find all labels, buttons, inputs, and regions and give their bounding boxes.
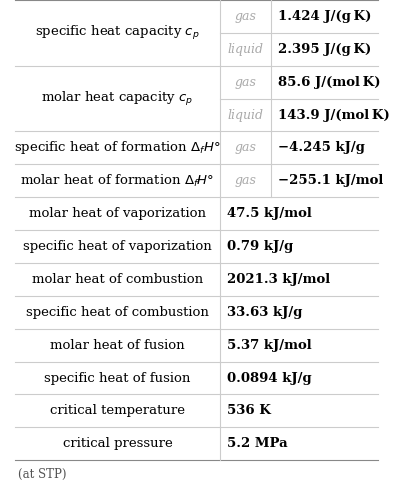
Text: molar heat of vaporization: molar heat of vaporization bbox=[29, 207, 206, 220]
Text: molar heat of formation $\Delta_f H°$: molar heat of formation $\Delta_f H°$ bbox=[21, 173, 215, 189]
Text: specific heat of vaporization: specific heat of vaporization bbox=[23, 240, 212, 253]
Text: molar heat capacity $c_p$: molar heat capacity $c_p$ bbox=[42, 90, 194, 108]
Text: gas: gas bbox=[235, 141, 257, 154]
Text: liquid: liquid bbox=[228, 43, 264, 56]
Text: critical temperature: critical temperature bbox=[50, 404, 185, 417]
Text: 5.37 kJ/mol: 5.37 kJ/mol bbox=[227, 338, 312, 352]
Text: critical pressure: critical pressure bbox=[63, 437, 173, 450]
Text: −4.245 kJ/g: −4.245 kJ/g bbox=[278, 141, 365, 154]
Text: specific heat of fusion: specific heat of fusion bbox=[44, 372, 191, 385]
Text: 85.6 J/(mol K): 85.6 J/(mol K) bbox=[278, 75, 381, 89]
Text: 5.2 MPa: 5.2 MPa bbox=[227, 437, 288, 450]
Text: gas: gas bbox=[235, 174, 257, 187]
Text: specific heat capacity $c_p$: specific heat capacity $c_p$ bbox=[35, 24, 200, 42]
Text: 47.5 kJ/mol: 47.5 kJ/mol bbox=[227, 207, 312, 220]
Text: −255.1 kJ/mol: −255.1 kJ/mol bbox=[278, 174, 384, 187]
Text: 33.63 kJ/g: 33.63 kJ/g bbox=[227, 306, 303, 319]
Text: 536 K: 536 K bbox=[227, 404, 271, 417]
Text: liquid: liquid bbox=[228, 109, 264, 122]
Text: 0.79 kJ/g: 0.79 kJ/g bbox=[227, 240, 294, 253]
Text: 1.424 J/(g K): 1.424 J/(g K) bbox=[278, 10, 372, 23]
Text: specific heat of formation $\Delta_f H°$: specific heat of formation $\Delta_f H°$ bbox=[14, 139, 221, 156]
Text: 2.395 J/(g K): 2.395 J/(g K) bbox=[278, 43, 372, 56]
Text: molar heat of combustion: molar heat of combustion bbox=[32, 273, 203, 286]
Text: gas: gas bbox=[235, 10, 257, 23]
Text: (at STP): (at STP) bbox=[19, 468, 67, 482]
Text: 143.9 J/(mol K): 143.9 J/(mol K) bbox=[278, 109, 390, 122]
Text: molar heat of fusion: molar heat of fusion bbox=[50, 338, 185, 352]
Text: 2021.3 kJ/mol: 2021.3 kJ/mol bbox=[227, 273, 331, 286]
Text: specific heat of combustion: specific heat of combustion bbox=[26, 306, 209, 319]
Text: gas: gas bbox=[235, 75, 257, 89]
Text: 0.0894 kJ/g: 0.0894 kJ/g bbox=[227, 372, 312, 385]
